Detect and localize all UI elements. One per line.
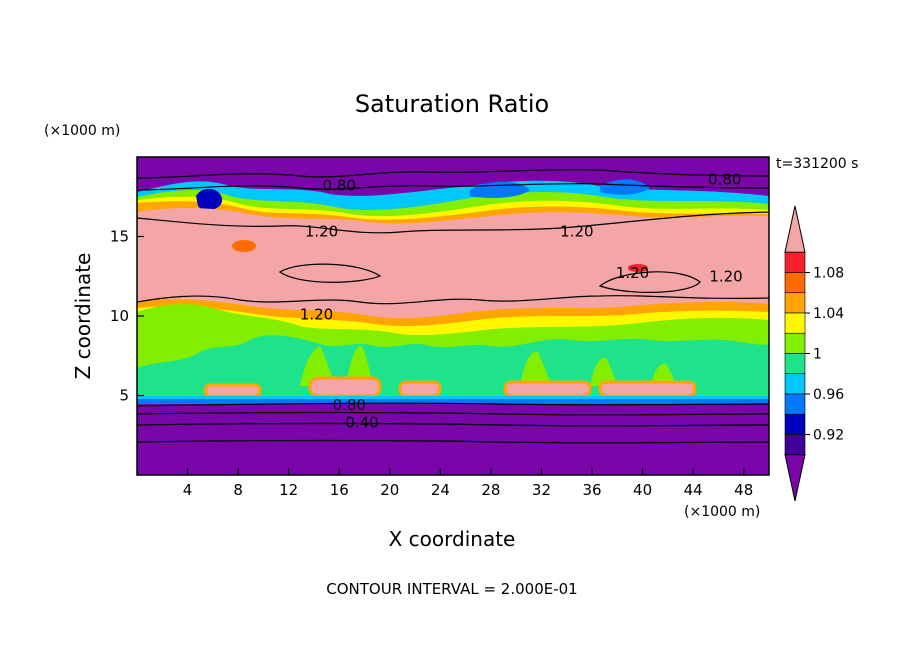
cloud-base-patch — [308, 376, 382, 398]
x-tick-label: 24 — [431, 481, 450, 499]
colorbar-bin — [784, 332, 806, 354]
colorbar-top-arrow — [784, 205, 806, 253]
upper-dry-pocket-3 — [600, 179, 650, 195]
contour-label: 1.20 — [709, 267, 742, 285]
contour-0-60 — [137, 411, 769, 416]
contour-label: 1.20 — [560, 223, 593, 241]
colorbar-label: 0.96 — [813, 387, 844, 403]
colorbar-bin — [784, 251, 806, 273]
contour-0-80-upper-b — [137, 182, 769, 191]
contour-lines — [137, 168, 769, 444]
colorbar-label: 1 — [813, 347, 822, 363]
y-axis: 5 10 15 — [110, 228, 144, 405]
contour-label: 1.20 — [305, 223, 338, 241]
colorbar-label: 1.08 — [813, 266, 844, 282]
lower-transition-cyan — [137, 396, 769, 399]
contour-0-80-upper — [137, 168, 769, 179]
colorbar-bin — [784, 434, 806, 456]
contour-interval-footer: CONTOUR INTERVAL = 2.000E-01 — [326, 580, 577, 598]
contour-label: 0.80 — [333, 396, 366, 414]
x-axis: 4 8 12 16 20 24 28 32 36 40 44 48 — [183, 468, 753, 499]
x-tick-label: 28 — [481, 481, 500, 499]
contour-label: 0.40 — [345, 414, 378, 432]
x-tick-label: 36 — [582, 481, 601, 499]
x-tick-label: 40 — [633, 481, 652, 499]
colorbar-bin — [784, 373, 806, 395]
colorbar-bottom-arrow — [784, 454, 806, 502]
chart-title: Saturation Ratio — [355, 90, 549, 118]
green-plumes — [300, 345, 676, 388]
contour-0-40 — [137, 422, 769, 427]
contour-label: 1.20 — [616, 264, 649, 282]
colorbar-bin — [784, 312, 806, 334]
x-tick-label: 48 — [734, 481, 753, 499]
red-patch-2 — [628, 264, 648, 272]
colorbar: 1.08 1.04 1 0.96 0.92 — [784, 205, 844, 502]
y-tick-label: 15 — [110, 228, 129, 246]
contour-label: 0.80 — [323, 177, 356, 195]
y-tick-label: 5 — [119, 387, 129, 405]
time-label: t=331200 s — [776, 156, 858, 172]
contour-1-20-loop-2 — [598, 271, 701, 293]
contour-0-80-lower — [137, 402, 769, 407]
colorbar-bin — [784, 292, 806, 314]
contour-0-20 — [137, 439, 769, 444]
contour-1-20-lower — [137, 294, 769, 305]
red-patch — [232, 240, 256, 252]
contour-label: 1.20 — [300, 305, 333, 323]
colorbar-bin — [784, 393, 806, 415]
x-axis-label: X coordinate — [389, 527, 516, 551]
x-tick-label: 32 — [532, 481, 551, 499]
x-unit-label: (×1000 m) — [684, 504, 760, 520]
x-tick-label: 44 — [684, 481, 703, 499]
contour-label: 0.80 — [708, 170, 741, 188]
upper-dry-pocket — [196, 188, 223, 211]
colorbar-label: 1.04 — [813, 306, 844, 322]
cloud-base-patch — [203, 383, 262, 398]
cloud-base-patch — [503, 380, 592, 398]
colorbar-bin — [784, 272, 806, 294]
colorbar-bin — [784, 413, 806, 435]
contour-1-20-loop — [278, 263, 382, 283]
x-tick-label: 4 — [183, 481, 193, 499]
y-axis-label: Z coordinate — [71, 253, 95, 380]
colorbar-label: 0.92 — [813, 428, 844, 444]
contour-field: 0.80 0.801.20 1.201.20 1.201.200.800.40 — [137, 157, 769, 475]
cloud-base-patch — [398, 380, 442, 398]
x-tick-label: 16 — [330, 481, 349, 499]
contour-1-20-upper — [137, 211, 769, 234]
cloud-base-patch — [598, 380, 697, 398]
colorbar-bin — [784, 353, 806, 375]
x-tick-label: 12 — [279, 481, 298, 499]
x-tick-label: 8 — [233, 481, 243, 499]
x-tick-label: 20 — [380, 481, 399, 499]
y-tick-label: 10 — [110, 307, 129, 325]
y-unit-label: (×1000 m) — [44, 123, 120, 139]
